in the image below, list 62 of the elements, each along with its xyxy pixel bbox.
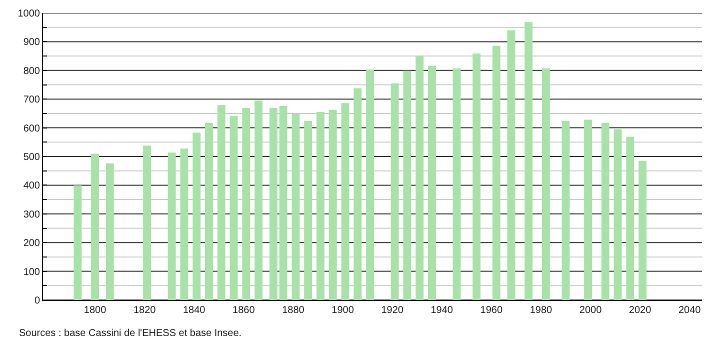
source-note: Sources : base Cassini de l'EHESS et base Insee. xyxy=(19,328,242,339)
x-tick-label: 2040 xyxy=(678,305,702,316)
x-tick-label: 1940 xyxy=(430,305,454,316)
x-tick-label: 1980 xyxy=(530,305,553,316)
bar xyxy=(428,66,436,300)
y-tick-label: 100 xyxy=(23,266,40,278)
bar xyxy=(74,185,82,300)
bar xyxy=(354,88,362,300)
bar xyxy=(279,106,288,300)
x-tick-label: 2020 xyxy=(628,305,652,316)
y-tick-label: 500 xyxy=(23,152,40,163)
bar xyxy=(614,129,622,300)
x-tick-label: 2000 xyxy=(579,305,602,316)
y-tick-label: 0 xyxy=(34,296,40,306)
x-tick-label: 1880 xyxy=(282,305,305,316)
bar xyxy=(304,120,312,300)
bar xyxy=(91,154,99,300)
y-tick-label: 600 xyxy=(23,123,40,134)
bar xyxy=(168,152,176,300)
bar xyxy=(292,114,300,300)
bar xyxy=(192,132,201,300)
bar xyxy=(390,83,399,300)
bar xyxy=(416,55,424,300)
y-tick-label: 1000 xyxy=(18,8,40,20)
bar xyxy=(341,103,350,300)
y-tick-label: 400 xyxy=(23,180,40,192)
y-tick-label: 200 xyxy=(23,238,40,250)
bar xyxy=(143,146,152,300)
bar xyxy=(638,160,647,300)
bar xyxy=(205,122,213,300)
bar xyxy=(403,70,412,300)
y-tick-label: 800 xyxy=(23,66,40,77)
bar xyxy=(542,68,550,300)
bar xyxy=(180,148,188,300)
bar xyxy=(106,163,114,300)
y-tick-label: 300 xyxy=(23,209,40,220)
bar xyxy=(601,122,610,300)
bar xyxy=(269,108,278,300)
x-tick-label: 1860 xyxy=(232,305,256,316)
x-tick-label: 1840 xyxy=(182,305,206,316)
y-tick-label: 700 xyxy=(23,94,40,106)
bar xyxy=(230,116,238,300)
bar xyxy=(507,30,516,300)
bar xyxy=(217,105,226,300)
x-tick-label: 1800 xyxy=(84,305,107,316)
bar xyxy=(584,120,592,300)
x-tick-label: 1900 xyxy=(332,305,354,316)
bar xyxy=(328,110,337,300)
bar xyxy=(366,70,374,300)
bar xyxy=(472,53,481,300)
bar xyxy=(626,136,634,300)
bar xyxy=(254,100,262,300)
x-tick-label: 1920 xyxy=(381,305,404,316)
y-tick-label: 900 xyxy=(23,37,40,48)
bar xyxy=(562,120,570,300)
bar xyxy=(316,112,324,300)
bar xyxy=(242,108,250,300)
bar xyxy=(452,68,461,300)
bar xyxy=(524,22,533,300)
x-tick-label: 1960 xyxy=(480,305,503,316)
x-tick-label: 1820 xyxy=(133,305,156,316)
bar xyxy=(492,46,500,300)
